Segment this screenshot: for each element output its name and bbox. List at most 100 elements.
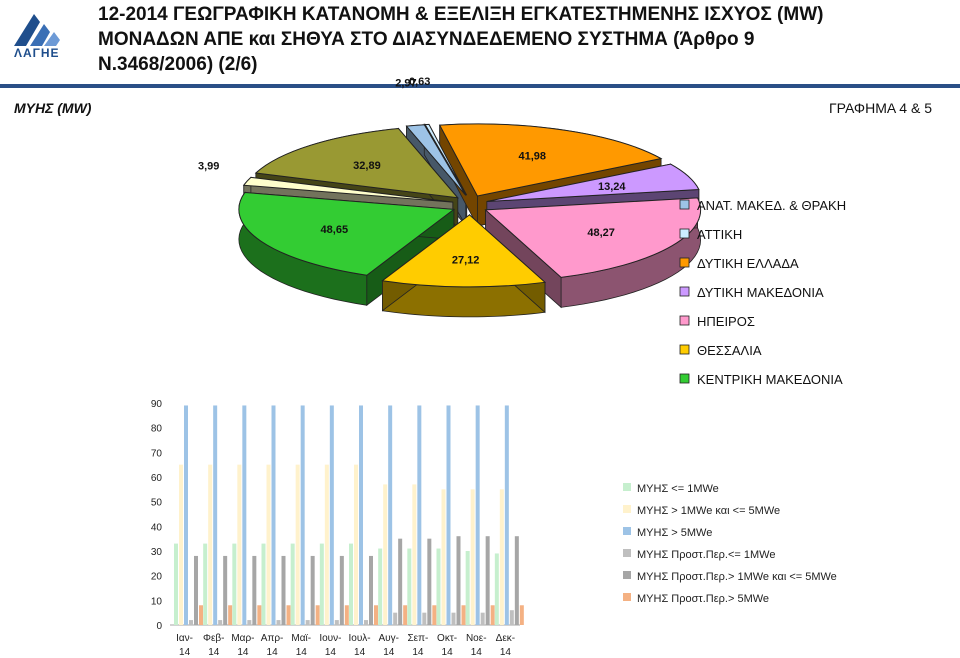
pie-value-label: 13,24: [598, 181, 626, 193]
bar: [276, 620, 281, 625]
bar: [203, 543, 208, 625]
bar: [281, 555, 286, 625]
x-tick-label: Ιαν-: [176, 633, 193, 644]
x-tick-label: Νοε-: [466, 633, 487, 644]
bar: [174, 543, 178, 625]
bar-legend-label: ΜΥΗΣ Προστ.Περ.> 1MWe και <= 5MWe: [637, 571, 837, 583]
bar: [388, 405, 393, 625]
bar: [300, 405, 305, 625]
bar: [378, 548, 383, 625]
bar-legend-swatch: [623, 593, 631, 601]
pie-value-label: 48,27: [587, 227, 615, 239]
bar: [436, 548, 441, 625]
x-tick-label: 14: [296, 647, 308, 658]
bar: [499, 489, 504, 625]
bar: [305, 620, 310, 625]
pie-value-label: 3,99: [198, 161, 219, 173]
x-tick-label: 14: [442, 647, 454, 658]
bar: [295, 464, 300, 625]
bar: [422, 612, 427, 625]
bar: [364, 620, 368, 625]
y-tick-label: 50: [151, 498, 163, 509]
bar: [398, 538, 403, 625]
pie-legend-swatch: [679, 257, 690, 268]
pie-legend-label: ΔΥΤΙΚΗ ΜΑΚΕΔΟΝΙΑ: [697, 285, 824, 300]
laghe-logo-icon: [14, 14, 60, 46]
title-line-2: ΜΟΝΑΔΩΝ ΑΠΕ και ΣΗΘΥΑ ΣΤΟ ΔΙΑΣΥΝΔΕΔΕΜΕΝΟ…: [98, 29, 755, 50]
bar: [228, 605, 233, 625]
pie-slice: [424, 123, 468, 196]
bar: [475, 405, 480, 625]
bar: [514, 536, 519, 625]
pie-slice: [484, 197, 702, 278]
pie-legend-label: ΑΤΤΙΚΗ: [697, 227, 742, 242]
bar-legend-label: ΜΥΗΣ Προστ.Περ.<= 1MWe: [637, 549, 775, 561]
bar: [252, 555, 257, 625]
pie-slice: [405, 124, 467, 196]
y-tick-label: 30: [151, 547, 163, 558]
bar: [310, 555, 315, 625]
x-tick-label: 14: [471, 647, 483, 658]
bar: [319, 543, 324, 625]
bar-legend-label: ΜΥΗΣ Προστ.Περ.> 5MWe: [637, 593, 769, 605]
pie-value-label: 32,89: [353, 160, 381, 172]
bar: [208, 464, 213, 625]
pie-value-label: 48,65: [321, 224, 349, 236]
bar: [237, 464, 242, 625]
bar: [374, 605, 378, 625]
pie-value-label: 27,12: [452, 255, 480, 267]
pie-value-label: 0,63: [409, 76, 430, 88]
pie-slice: [381, 214, 547, 288]
y-tick-label: 70: [151, 448, 163, 459]
x-tick-label: 14: [237, 647, 249, 658]
header-bar: ΛΑΓΗΕ 12-2014 ΓΕΩΓΡΑΦΙΚΗ ΚΑΤΑΝΟΜΗ & ΕΞΕΛ…: [0, 0, 960, 82]
x-tick-label: 14: [179, 647, 191, 658]
bar: [329, 405, 334, 625]
x-tick-label: 14: [354, 647, 366, 658]
bar: [383, 484, 388, 625]
title-line-3: Ν.3468/2006) (2/6): [98, 54, 258, 75]
bar: [393, 612, 398, 625]
bar-legend-swatch: [623, 505, 631, 513]
pie-legend-swatch: [679, 228, 690, 239]
bar: [369, 555, 373, 625]
pie-legend-label: ΚΕΝΤΡΙΚΗ ΜΑΚΕΔΟΝΙΑ: [697, 372, 843, 387]
bar-legend-swatch: [623, 571, 631, 579]
bar-legend-label: ΜΥΗΣ > 5MWe: [637, 527, 712, 539]
bar-legend-swatch: [623, 527, 631, 535]
bar: [446, 405, 451, 625]
pie-legend-label: ΔΥΤΙΚΗ ΕΛΛΑΔΑ: [697, 256, 799, 271]
bar: [470, 489, 475, 625]
y-tick-label: 90: [151, 399, 163, 410]
x-tick-label: Μαϊ-: [291, 633, 311, 644]
bar: [199, 605, 203, 625]
pie-value-label: 41,98: [518, 150, 546, 162]
bar: [432, 605, 437, 625]
bar: [412, 484, 417, 625]
pie-legend-swatch: [679, 286, 690, 297]
bar: [232, 543, 237, 625]
bar: [247, 620, 252, 625]
pie-legend-label: ΗΠΕΙΡΟΣ: [697, 314, 755, 329]
bar: [315, 605, 320, 625]
logo-text: ΛΑΓΗΕ: [14, 46, 60, 60]
bar-legend-label: ΜΥΗΣ > 1MWe και <= 5MWe: [637, 505, 780, 517]
x-tick-label: 14: [208, 647, 220, 658]
pie-slice: [242, 176, 453, 203]
bar: [324, 464, 329, 625]
bar: [490, 605, 495, 625]
bar: [403, 605, 408, 625]
bar: [218, 620, 223, 625]
bar: [465, 551, 470, 625]
y-tick-label: 40: [151, 522, 163, 533]
panel-title: ΜΥΗΣ (MW): [14, 100, 92, 116]
bar: [242, 405, 247, 625]
bar: [417, 405, 422, 625]
bar: [461, 605, 466, 625]
y-tick-label: 0: [156, 621, 162, 632]
bar: [451, 612, 456, 625]
pie-slice: [254, 128, 459, 199]
x-tick-label: 14: [500, 647, 512, 658]
x-tick-label: Οκτ-: [437, 633, 457, 644]
